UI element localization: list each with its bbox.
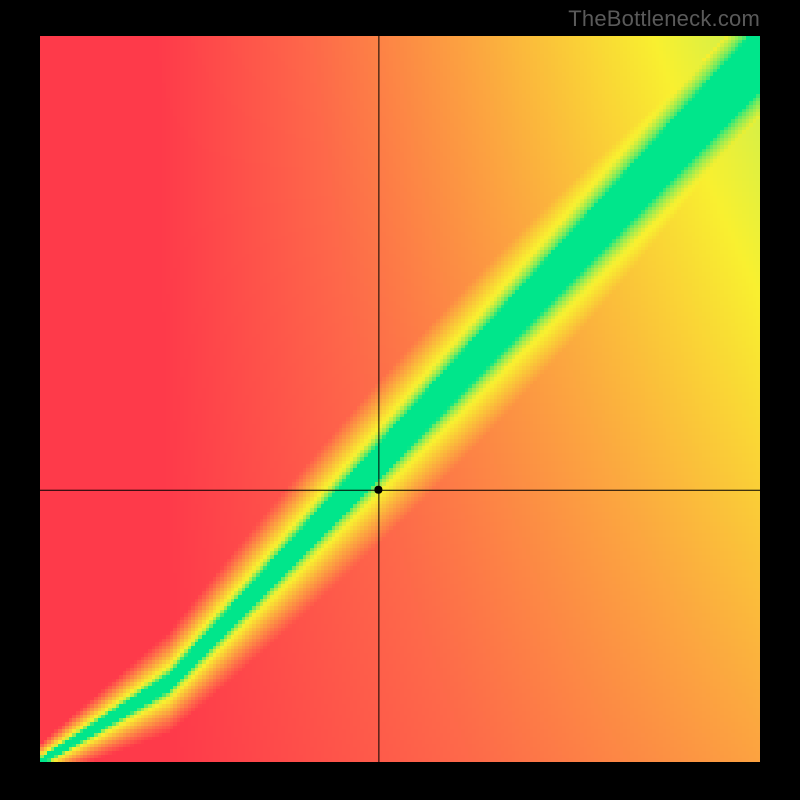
watermark-text: TheBottleneck.com bbox=[568, 6, 760, 32]
bottleneck-heatmap bbox=[0, 0, 800, 800]
chart-container: { "watermark": { "text": "TheBottleneck.… bbox=[0, 0, 800, 800]
